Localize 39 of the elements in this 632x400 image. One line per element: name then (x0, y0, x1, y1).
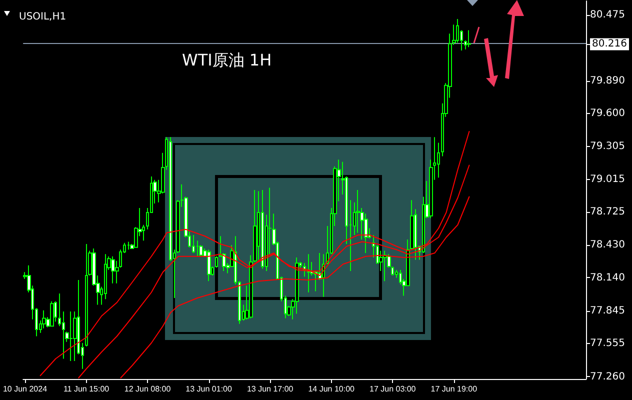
candlestick (467, 30, 471, 48)
y-tick-label: 79.890 (590, 75, 626, 86)
x-tick-label: 13 Jun 17:00 (246, 384, 294, 394)
candlestick (261, 190, 264, 270)
x-tick-label: 10 Jun 2024 (2, 384, 48, 394)
candlestick (54, 300, 57, 322)
y-tick-label: 78.140 (590, 272, 626, 284)
candlestick (42, 310, 46, 329)
y-tick-label: 79.305 (590, 141, 626, 152)
candlestick (215, 256, 218, 268)
annotation: WTI原油 1H (182, 50, 272, 70)
candlestick (111, 256, 115, 284)
candlestick (69, 311, 73, 362)
candlestick (383, 250, 387, 282)
x-tick-label: 13 Jun 01:00 (186, 384, 232, 394)
y-tick-label: 78.725 (590, 206, 626, 218)
x-tick-label: 11 Jun 15:00 (63, 384, 110, 394)
y-tick-label: 78.430 (590, 240, 626, 251)
x-tick-label: 12 Jun 08:00 (124, 384, 172, 394)
x-tick-label: 14 Jun 10:00 (308, 384, 356, 394)
y-tick-label: 80.475 (590, 10, 626, 21)
y-tick-label: 80.216 (592, 38, 628, 50)
y-tick-label: 77.845 (590, 305, 626, 316)
x-tick-label: 17 Jun 03:00 (369, 384, 416, 394)
candlestick (127, 241, 130, 250)
x-tick-label: 17 Jun 19:00 (430, 384, 478, 394)
y-tick-label: 79.600 (590, 108, 626, 119)
candlestick (192, 234, 195, 254)
y-tick-label: 79.015 (590, 174, 626, 185)
line-series (40, 131, 470, 376)
line-series (120, 196, 470, 378)
candlestick (207, 249, 211, 282)
y-tick-label: 77.555 (590, 338, 626, 350)
candlestick (50, 300, 54, 327)
candlestick (85, 244, 88, 347)
candlestick (199, 244, 203, 257)
text: USOIL,H1 (19, 12, 66, 22)
y-tick-label: 77.260 (590, 371, 626, 382)
candlestick (307, 254, 310, 293)
